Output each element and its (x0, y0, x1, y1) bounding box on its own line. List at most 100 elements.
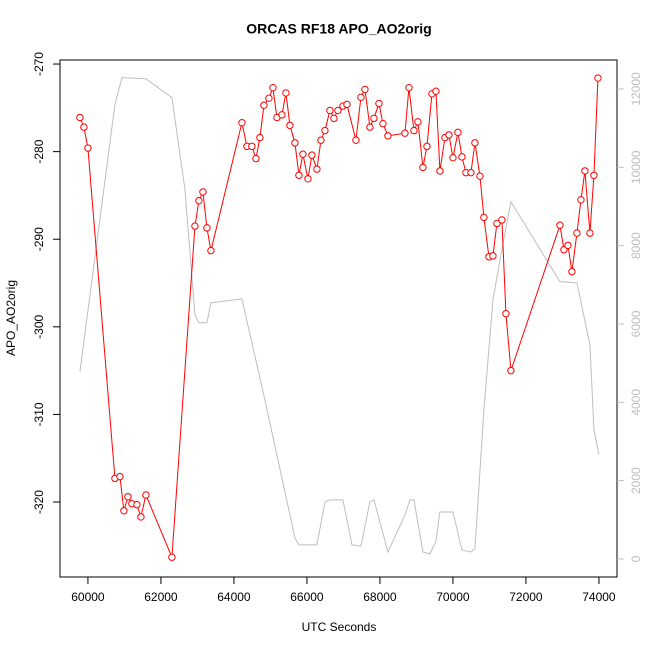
data-point (195, 196, 203, 205)
data-point (419, 163, 427, 172)
x-tick-label: 60000 (71, 590, 105, 604)
data-point (445, 131, 453, 139)
data-point (507, 366, 515, 375)
chart-title: ORCAS RF18 APO_AO2orig (246, 21, 431, 37)
data-point (278, 111, 286, 119)
data-point (476, 172, 484, 180)
data-point (308, 151, 316, 159)
data-point (317, 136, 325, 144)
data-point (414, 118, 422, 126)
x-tick-label: 72000 (509, 590, 543, 604)
data-point (199, 188, 207, 196)
data-point (238, 119, 246, 127)
data-point (256, 133, 264, 142)
data-point (265, 94, 273, 102)
data-point (498, 216, 506, 224)
y2-tick-label: 10000 (629, 150, 643, 184)
y2-tick-label: 6000 (629, 310, 643, 337)
data-point (326, 106, 334, 115)
plot-frame (59, 59, 618, 578)
data-point (352, 136, 360, 144)
data-point (590, 171, 598, 179)
data-point (375, 99, 383, 108)
data-point (269, 83, 277, 92)
data-point (84, 144, 92, 152)
data-point (330, 114, 338, 123)
data-point (423, 142, 431, 151)
x-axis-label: UTC Seconds (302, 620, 377, 634)
x-tick-label: 64000 (217, 590, 251, 604)
y-tick-label: -270 (32, 52, 46, 76)
data-point (564, 241, 572, 250)
data-point (76, 113, 84, 122)
data-point (401, 129, 409, 137)
data-point (357, 93, 365, 102)
data-point (295, 171, 303, 179)
data-point (458, 153, 466, 161)
data-point (291, 139, 299, 147)
data-point (480, 213, 488, 222)
data-point (282, 89, 290, 97)
data-point (133, 500, 141, 509)
data-point (454, 128, 462, 137)
x-tick-label: 66000 (290, 590, 324, 604)
data-point (436, 167, 444, 175)
data-point (299, 150, 307, 158)
data-point (594, 74, 602, 82)
data-point (120, 507, 128, 515)
y2-tick-label: 12000 (629, 72, 643, 106)
x-tick-label: 74000 (582, 590, 616, 604)
data-point (449, 154, 457, 162)
data-point (366, 123, 374, 131)
data-point (405, 83, 413, 92)
series-line (79, 78, 599, 558)
data-point (410, 126, 418, 135)
data-point (334, 106, 342, 115)
data-point (471, 139, 479, 147)
data-point (304, 175, 312, 183)
data-point (573, 229, 581, 237)
data-point (489, 252, 497, 260)
data-point (137, 513, 145, 521)
data-point (321, 126, 329, 135)
data-point (556, 221, 564, 229)
data-point (493, 219, 501, 228)
x-tick-label: 62000 (144, 590, 178, 604)
data-point (370, 114, 378, 123)
y2-tick-label: 2000 (629, 467, 643, 494)
data-point (116, 472, 124, 481)
series-line (79, 77, 600, 555)
x-tick-label: 68000 (363, 590, 397, 604)
y2-tick-label: 0 (629, 555, 643, 562)
data-point (502, 309, 510, 318)
data-point (577, 196, 585, 204)
data-point (586, 229, 594, 237)
data-point (124, 493, 132, 501)
data-point (581, 167, 589, 175)
y-tick-label: -290 (32, 227, 46, 251)
y-tick-label: -320 (32, 490, 46, 514)
data-point (343, 100, 351, 109)
data-point (168, 553, 176, 561)
data-point (568, 267, 576, 276)
data-point (313, 165, 321, 173)
data-point (80, 123, 88, 131)
data-point (248, 142, 256, 151)
data-point (379, 119, 387, 128)
data-point (286, 121, 294, 130)
data-point (432, 87, 440, 95)
data-point (384, 132, 392, 140)
data-point (142, 491, 150, 499)
y2-tick-label: 8000 (629, 232, 643, 259)
data-point (191, 222, 199, 230)
y-tick-label: -300 (32, 314, 46, 338)
data-point (467, 168, 475, 177)
y-axis-label: APO_AO2orig (4, 280, 18, 356)
data-point (207, 246, 215, 255)
y-tick-label: -310 (32, 402, 46, 426)
x-tick-label: 70000 (436, 590, 470, 604)
data-point (252, 154, 260, 163)
y-tick-label: -280 (32, 139, 46, 163)
data-point (361, 85, 369, 94)
